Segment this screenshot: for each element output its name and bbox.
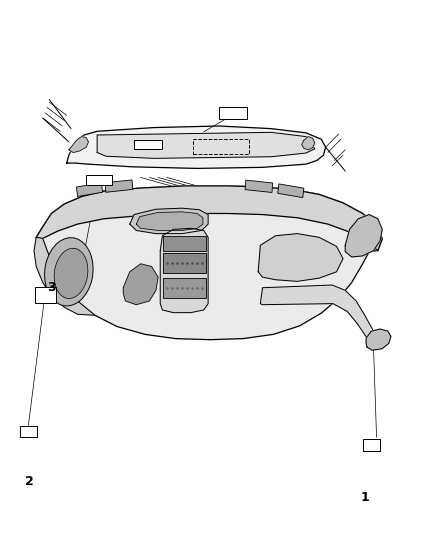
Polygon shape <box>130 208 208 233</box>
Ellipse shape <box>45 238 93 306</box>
Bar <box>77 183 102 197</box>
Polygon shape <box>258 233 343 281</box>
Bar <box>163 278 206 298</box>
Text: 1: 1 <box>360 491 369 504</box>
Bar <box>278 184 304 198</box>
Text: 3: 3 <box>47 281 56 294</box>
Bar <box>20 425 37 437</box>
Bar <box>193 139 250 154</box>
Bar <box>105 180 133 192</box>
Polygon shape <box>69 136 88 152</box>
Polygon shape <box>123 264 158 305</box>
Polygon shape <box>34 237 95 316</box>
Polygon shape <box>260 285 374 338</box>
Bar <box>163 236 206 251</box>
Text: 2: 2 <box>25 475 34 488</box>
Polygon shape <box>36 186 382 340</box>
Bar <box>163 253 206 273</box>
Polygon shape <box>67 126 325 168</box>
Polygon shape <box>302 136 315 150</box>
Bar <box>245 180 273 192</box>
Bar <box>219 108 247 119</box>
Polygon shape <box>345 215 382 257</box>
Polygon shape <box>97 132 315 158</box>
Polygon shape <box>136 212 203 230</box>
Bar <box>363 439 380 451</box>
Bar <box>134 140 162 149</box>
Bar <box>86 175 113 185</box>
Polygon shape <box>36 186 382 251</box>
Bar <box>35 287 56 303</box>
Polygon shape <box>160 228 208 313</box>
Ellipse shape <box>54 248 88 298</box>
Polygon shape <box>366 329 391 350</box>
